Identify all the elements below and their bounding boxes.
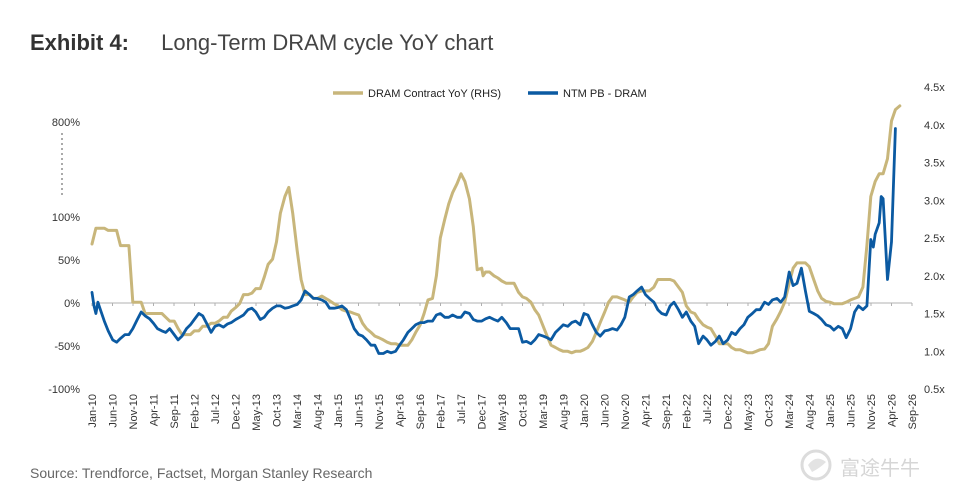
x-tick-label: Jan-20 bbox=[579, 394, 591, 428]
right-tick-label: 1.5x bbox=[924, 309, 945, 321]
series-line-2 bbox=[90, 127, 897, 355]
futu-logo-icon bbox=[800, 449, 832, 481]
left-tick-label: 50% bbox=[58, 255, 80, 267]
right-tick-label: 3.0x bbox=[924, 195, 945, 207]
x-tick-label: Mar-19 bbox=[538, 394, 550, 429]
x-tick-label: Nov-10 bbox=[128, 394, 140, 429]
left-axis: 800% 100% 50% 0% -50% -100% bbox=[48, 117, 80, 396]
x-tick-label: Sep-21 bbox=[661, 394, 673, 429]
x-tick-label: Jul-22 bbox=[702, 394, 714, 424]
series-line-1 bbox=[90, 104, 902, 355]
left-tick-label: 0% bbox=[64, 298, 80, 310]
exhibit-label: Exhibit 4: bbox=[30, 30, 130, 55]
series-layer bbox=[90, 104, 912, 355]
x-tick-label: Sep-11 bbox=[169, 394, 181, 429]
x-tick-label: Apr-26 bbox=[887, 394, 899, 427]
x-tick-label: Dec-22 bbox=[723, 394, 735, 429]
x-tick-label: Jul-17 bbox=[456, 394, 468, 424]
left-tick-label: 800% bbox=[52, 117, 80, 129]
legend: DRAM Contract YoY (RHS) NTM PB - DRAM bbox=[333, 88, 647, 100]
right-tick-label: 4.5x bbox=[924, 82, 945, 94]
x-tick-label: Apr-11 bbox=[149, 394, 161, 426]
x-tick-label: Nov-20 bbox=[620, 394, 632, 429]
x-tick-label: May-23 bbox=[743, 394, 755, 431]
legend-label-1: DRAM Contract YoY (RHS) bbox=[368, 88, 501, 100]
x-tick-label: May-18 bbox=[497, 394, 509, 431]
x-tick-label: Feb-17 bbox=[436, 394, 448, 429]
right-tick-label: 3.5x bbox=[924, 158, 945, 170]
x-tick-label: Jun-15 bbox=[354, 394, 366, 428]
x-tick-label: Jan-15 bbox=[333, 394, 345, 428]
x-tick-label: Oct-13 bbox=[272, 394, 284, 427]
x-tick-label: Jan-10 bbox=[87, 394, 99, 428]
x-tick-label: Nov-25 bbox=[866, 394, 878, 429]
x-tick-label: Mar-14 bbox=[292, 394, 304, 429]
x-tick-label: Feb-22 bbox=[682, 394, 694, 429]
left-tick-label: -100% bbox=[48, 384, 80, 396]
x-axis: Jan-10 Jun-10 Nov-10 Apr-11 Sep-11 Feb-12 Jul-… bbox=[87, 303, 919, 431]
x-tick-label: Aug-14 bbox=[313, 394, 325, 429]
x-tick-label: Sep-26 bbox=[907, 394, 919, 429]
x-tick-label: Jul-12 bbox=[210, 394, 222, 424]
x-tick-label: Apr-16 bbox=[395, 394, 407, 427]
legend-label-2: NTM PB - DRAM bbox=[563, 88, 647, 100]
right-tick-label: 2.0x bbox=[924, 271, 945, 283]
right-axis: 4.5x 4.0x 3.5x 3.0x 2.5x 2.0x 1.5x 1.0x 0.5x bbox=[924, 82, 945, 396]
x-tick-label: Feb-12 bbox=[190, 394, 202, 429]
watermark-text: 富途牛牛 bbox=[840, 456, 920, 480]
x-tick-label: Jun-25 bbox=[846, 394, 858, 428]
x-tick-label: Aug-19 bbox=[559, 394, 571, 429]
x-tick-label: Jun-20 bbox=[600, 394, 612, 428]
x-tick-label: Jun-10 bbox=[108, 394, 120, 428]
x-tick-label: Dec-12 bbox=[231, 394, 243, 429]
x-tick-label: Apr-21 bbox=[641, 394, 653, 427]
title-row: Exhibit 4: Long-Term DRAM cycle YoY char… bbox=[30, 30, 493, 56]
x-tick-label: Mar-24 bbox=[784, 394, 796, 429]
watermark: 富途牛牛 bbox=[800, 446, 960, 486]
right-tick-label: 2.5x bbox=[924, 233, 945, 245]
right-tick-label: 1.0x bbox=[924, 346, 945, 358]
left-tick-label: 100% bbox=[52, 212, 80, 224]
x-tick-label: Sep-16 bbox=[415, 394, 427, 429]
x-tick-label: Nov-15 bbox=[374, 394, 386, 429]
right-tick-label: 0.5x bbox=[924, 384, 945, 396]
x-tick-label: May-13 bbox=[251, 394, 263, 431]
x-tick-label: Aug-24 bbox=[805, 394, 817, 429]
right-tick-label: 4.0x bbox=[924, 120, 945, 132]
x-tick-label: Oct-23 bbox=[764, 394, 776, 427]
source-note: Source: Trendforce, Factset, Morgan Stan… bbox=[30, 465, 373, 481]
x-tick-label: Jan-25 bbox=[825, 394, 837, 428]
x-tick-label: Dec-17 bbox=[477, 394, 489, 429]
x-tick-label: Oct-18 bbox=[518, 394, 530, 427]
chart-title: Long-Term DRAM cycle YoY chart bbox=[161, 30, 494, 55]
left-tick-label: -50% bbox=[54, 341, 80, 353]
